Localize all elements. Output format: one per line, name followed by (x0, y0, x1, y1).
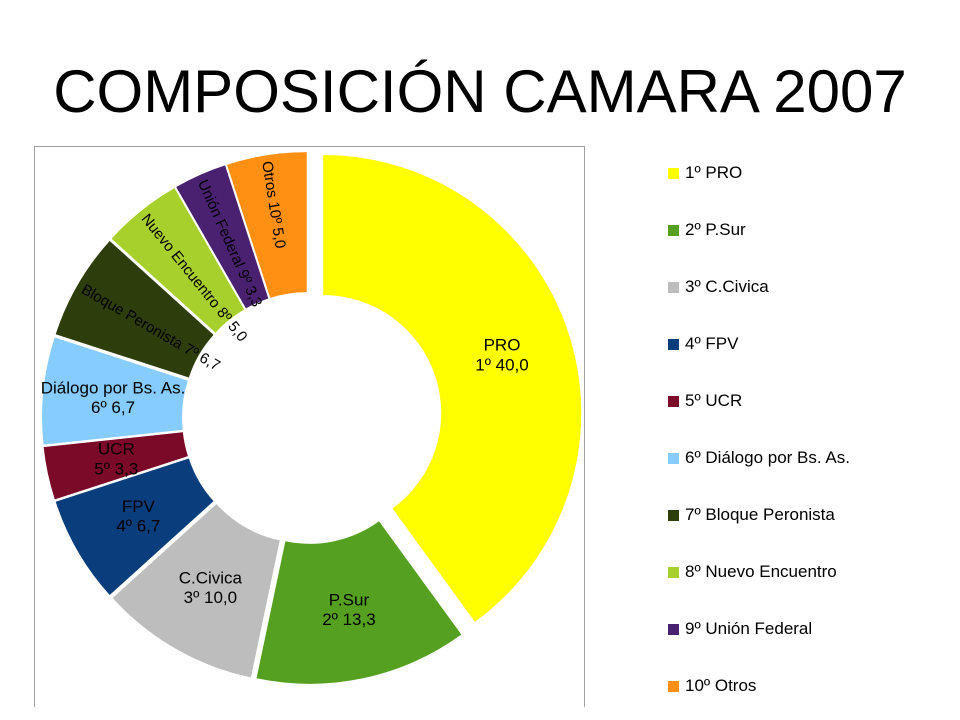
legend-label: 9º Unión Federal (685, 619, 813, 638)
donut-segment-9-union-federal (176, 165, 269, 309)
donut-chart: PRO 1º 40,0 P.Sur 2º 13,3 C.Civica 3º 10,0 FPV… (41, 152, 582, 684)
legend-label: 5º UCR (685, 391, 743, 410)
donut-segment-7-bloque-peronista (55, 240, 214, 378)
legend-item-5-ucr: 5º UCR (668, 390, 742, 412)
donut-segment-1-pro (323, 155, 582, 622)
chart-legend: 1º PRO 2º P.Sur 3º C.Civica 4º FPV 5º UCR 6º … (668, 162, 958, 702)
slide-title: COMPOSICIÓN CAMARA 2007 (53, 58, 907, 125)
legend-item-1-pro: 1º PRO (668, 162, 742, 184)
donut-segment-4-fpv (55, 458, 214, 596)
legend-swatch (668, 452, 679, 464)
legend-label: 3º C.Civica (685, 277, 769, 296)
donut-segment-3-c-civica (112, 504, 280, 678)
legend-swatch (668, 623, 679, 635)
legend-item-2-p-sur: 2º P.Sur (668, 219, 746, 241)
donut-segment-10-otros (227, 152, 307, 298)
legend-label: 2º P.Sur (685, 220, 746, 239)
data-label-c-civica: C.Civica 3º 10,0 (179, 569, 243, 608)
data-label-dialogo-por-bs-as: Diálogo por Bs. As. 6º 6,7 (41, 378, 186, 417)
legend-item-6-dialogo-por-bs-as: 6º Diálogo por Bs. As. (668, 447, 850, 469)
data-label-p-sur: P.Sur 2º 13,3 (322, 590, 375, 629)
plot-area-frame (34, 146, 585, 707)
legend-item-10-otros: 10º Otros (668, 675, 756, 697)
legend-swatch (668, 338, 679, 350)
legend-item-7-bloque-peronista: 7º Bloque Peronista (668, 504, 835, 526)
data-label-ucr: UCR 5º 3,3 (94, 440, 138, 479)
legend-swatch (668, 566, 679, 578)
legend-swatch (668, 167, 679, 179)
donut-segment-6-dialogo-por-bs-as (42, 337, 188, 445)
legend-label: 7º Bloque Peronista (685, 505, 835, 524)
donut-segment-5-ucr (43, 432, 188, 500)
legend-item-3-c-civica: 3º C.Civica (668, 276, 769, 298)
legend-swatch (668, 224, 679, 236)
legend-swatch (668, 281, 679, 293)
donut-segments (42, 152, 582, 684)
legend-label: 6º Diálogo por Bs. As. (685, 448, 850, 467)
data-label-pro: PRO 1º 40,0 (475, 336, 528, 375)
legend-swatch (668, 509, 679, 521)
legend-label: 1º PRO (685, 163, 743, 182)
donut-segment-2-p-sur (256, 521, 462, 684)
legend-label: 10º Otros (685, 676, 757, 695)
legend-item-9-union-federal: 9º Unión Federal (668, 618, 812, 640)
legend-swatch (668, 395, 679, 407)
legend-label: 4º FPV (685, 334, 739, 353)
legend-item-4-fpv: 4º FPV (668, 333, 738, 355)
legend-label: 8º Nuevo Encuentro (685, 562, 837, 581)
donut-segment-8-nuevo-encuentro (111, 188, 245, 333)
data-label-fpv: FPV 4º 6,7 (116, 497, 160, 536)
legend-item-8-nuevo-encuentro: 8º Nuevo Encuentro (668, 561, 837, 583)
legend-swatch (668, 680, 679, 692)
